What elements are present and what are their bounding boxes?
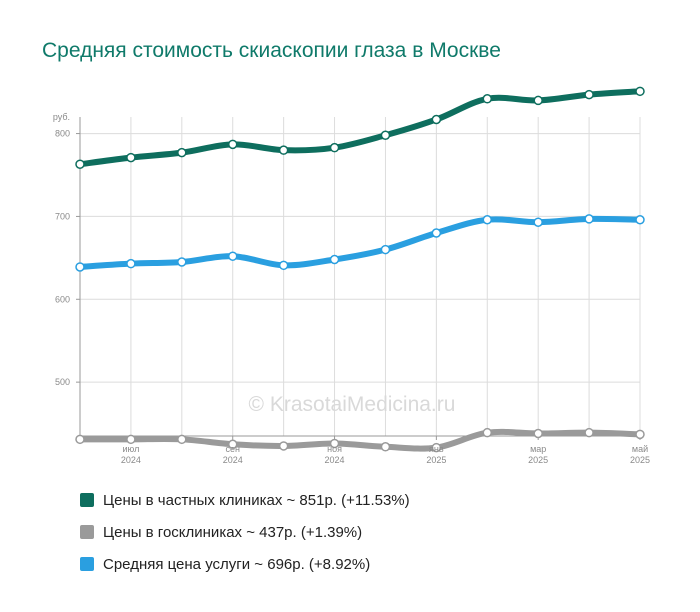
data-point[interactable]	[227, 251, 238, 261]
data-point[interactable]	[227, 439, 238, 450]
data-point[interactable]	[126, 258, 136, 269]
data-point[interactable]	[278, 441, 289, 451]
y-axis-unit: руб.	[53, 112, 70, 122]
data-point[interactable]	[75, 262, 85, 272]
chart-legend: Цены в частных клиниках ~ 851р. (+11.53%…	[80, 484, 410, 580]
x-tick-label-month: ноя	[327, 444, 342, 454]
data-point[interactable]	[380, 130, 391, 140]
chart-tick-labels: 500600700800руб.июл2024сен2024ноя2024янв…	[53, 112, 650, 465]
x-tick-label-year: 2025	[630, 455, 650, 465]
data-point[interactable]	[635, 429, 645, 440]
data-point[interactable]	[482, 214, 493, 225]
data-point[interactable]	[431, 228, 442, 238]
data-point[interactable]	[482, 94, 493, 104]
data-point[interactable]	[635, 214, 645, 225]
x-tick-label-year: 2024	[121, 455, 141, 465]
data-point[interactable]	[329, 142, 340, 153]
legend-label: Цены в госклиниках ~ 437р. (+1.39%)	[103, 523, 363, 541]
data-point[interactable]	[75, 159, 85, 169]
x-tick-label-year: 2025	[528, 455, 548, 465]
x-tick-label-month: июл	[122, 444, 139, 454]
x-tick-label-month: сен	[225, 444, 240, 454]
x-tick-label-month: янв	[429, 444, 444, 454]
chart-title: Средняя стоимость скиаскопии глаза в Мос…	[42, 39, 501, 62]
y-tick-label: 600	[55, 294, 70, 304]
series-line-1	[77, 215, 643, 270]
chart-axes	[76, 117, 641, 440]
legend-item[interactable]: Средняя цена услуги ~ 696р. (+8.92%)	[80, 548, 410, 580]
line-chart: © KrasotaiMedicina.ru 500 600 700 800 руб. ию…	[53, 86, 650, 465]
data-point[interactable]	[278, 260, 289, 271]
data-point[interactable]	[380, 442, 391, 452]
y-tick-label: 500	[55, 377, 70, 387]
data-point[interactable]	[482, 427, 493, 438]
data-point[interactable]	[584, 214, 594, 224]
data-point[interactable]	[584, 89, 594, 100]
data-point[interactable]	[75, 434, 85, 445]
legend-swatch	[80, 557, 94, 571]
watermark: © KrasotaiMedicina.ru	[249, 393, 456, 416]
data-point[interactable]	[380, 244, 391, 255]
series-line-2	[77, 428, 643, 452]
chart-points	[75, 86, 645, 453]
x-tick-label-year: 2024	[223, 455, 243, 465]
data-point[interactable]	[177, 257, 187, 267]
data-point[interactable]	[584, 427, 594, 438]
data-point[interactable]	[177, 434, 187, 445]
legend-swatch	[80, 525, 94, 539]
data-point[interactable]	[278, 145, 289, 155]
data-point[interactable]	[329, 254, 340, 265]
data-point[interactable]	[177, 147, 187, 158]
data-point[interactable]	[126, 434, 136, 445]
series-line-0	[77, 88, 643, 168]
y-tick-label: 700	[55, 211, 70, 221]
data-point[interactable]	[533, 217, 543, 227]
legend-item[interactable]: Цены в госклиниках ~ 437р. (+1.39%)	[80, 516, 410, 548]
x-tick-label-month: мар	[530, 444, 546, 454]
data-point[interactable]	[126, 152, 136, 163]
data-point[interactable]	[635, 86, 645, 97]
legend-label: Средняя цена услуги ~ 696р. (+8.92%)	[103, 555, 371, 573]
legend-item[interactable]: Цены в частных клиниках ~ 851р. (+11.53%…	[80, 484, 410, 516]
x-tick-label-year: 2024	[325, 455, 345, 465]
y-tick-label: 800	[55, 129, 70, 139]
data-point[interactable]	[533, 95, 543, 106]
chart-grid	[80, 117, 641, 436]
legend-label: Цены в частных клиниках ~ 851р. (+11.53%…	[103, 491, 410, 509]
data-point[interactable]	[329, 438, 340, 449]
data-point[interactable]	[227, 139, 238, 150]
data-point[interactable]	[431, 442, 442, 453]
legend-swatch	[80, 493, 94, 507]
data-point[interactable]	[533, 428, 543, 439]
x-tick-label-month: май	[632, 444, 648, 454]
x-tick-label-year: 2025	[426, 455, 446, 465]
data-point[interactable]	[431, 114, 442, 125]
